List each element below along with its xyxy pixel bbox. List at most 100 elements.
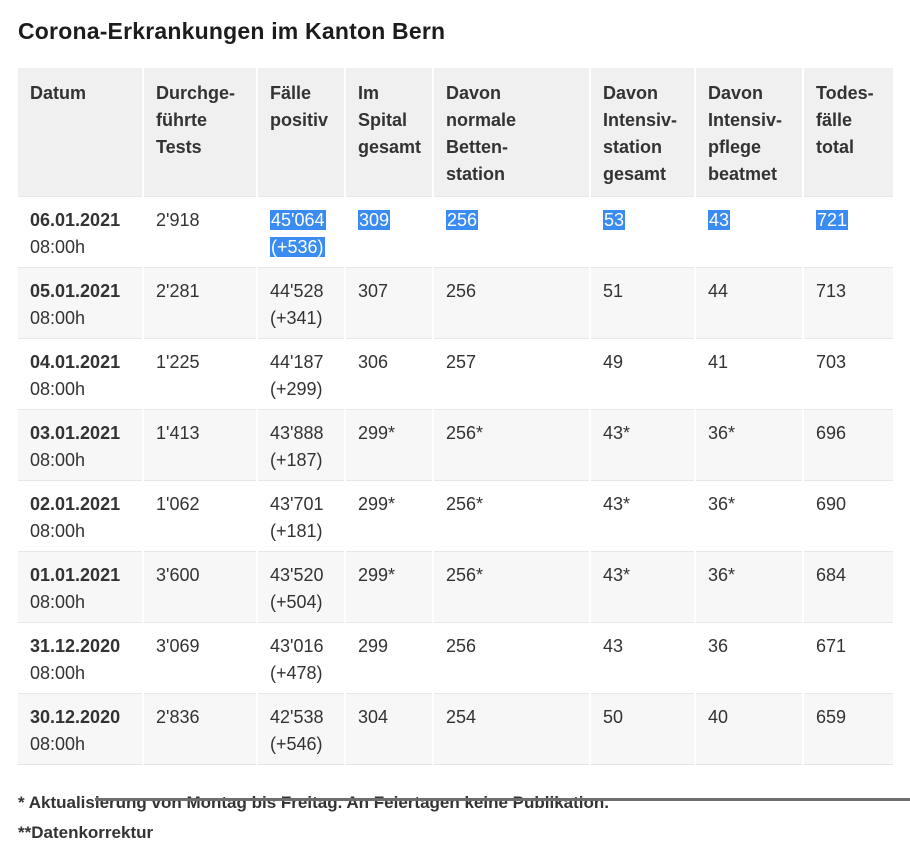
date-value: 03.01.2021 (30, 423, 121, 443)
time-value: 08:00h (30, 237, 86, 257)
icu-ventilated-value: 44 (708, 281, 729, 301)
cell-normal-ward: 256 (432, 622, 590, 694)
date-value: 06.01.2021 (30, 210, 121, 230)
table-row: 02.01.2021 08:00h 1'062 43'701 (+181) 29… (18, 480, 893, 552)
cell-icu-total: 43 (589, 622, 695, 694)
cell-icu-ventilated: 36* (694, 409, 803, 481)
table-body: 06.01.2021 08:00h 2'918 45'064 (+536) 30… (18, 196, 893, 765)
tests-value: 2'836 (156, 707, 200, 727)
positive-total-value: 44'528 (270, 281, 324, 301)
normal-ward-value: 256* (446, 494, 484, 514)
tests-value: 1'413 (156, 423, 200, 443)
cell-positive: 43'888 (+187) (256, 409, 345, 481)
cell-icu-ventilated: 44 (694, 267, 803, 339)
cell-deaths: 690 (802, 480, 893, 552)
table-row: 06.01.2021 08:00h 2'918 45'064 (+536) 30… (18, 196, 893, 268)
time-value: 08:00h (30, 450, 86, 470)
table-row: 05.01.2021 08:00h 2'281 44'528 (+341) 30… (18, 267, 893, 339)
positive-total-value: 43'701 (270, 494, 324, 514)
cell-tests: 3'600 (142, 551, 257, 623)
icu-total-value: 43* (603, 423, 631, 443)
cell-tests: 2'281 (142, 267, 257, 339)
normal-ward-value: 257 (446, 352, 477, 372)
time-value: 08:00h (30, 308, 86, 328)
page-title: Corona-Erkrankungen im Kanton Bern (18, 18, 446, 44)
cell-datum: 31.12.2020 08:00h (18, 622, 143, 694)
table-row: 01.01.2021 08:00h 3'600 43'520 (+504) 29… (18, 551, 893, 623)
icu-total-value: 51 (603, 281, 624, 301)
header-icu-ventilated: Davon Intensiv- pflege beatmet (694, 68, 803, 197)
cell-normal-ward: 256* (432, 409, 590, 481)
hospital-value: 299* (358, 494, 396, 514)
cell-icu-total: 51 (589, 267, 695, 339)
cell-hospital: 299* (344, 480, 433, 552)
normal-ward-value: 256 (446, 281, 477, 301)
cell-tests: 2'918 (142, 196, 257, 268)
hospital-value: 299* (358, 565, 396, 585)
cell-icu-ventilated: 36 (694, 622, 803, 694)
cell-icu-total: 50 (589, 693, 695, 765)
deaths-value: 690 (816, 494, 847, 514)
date-value: 05.01.2021 (30, 281, 121, 301)
cell-deaths: 696 (802, 409, 893, 481)
positive-delta-value: (+536) (270, 237, 325, 257)
normal-ward-value: 254 (446, 707, 477, 727)
normal-ward-value: 256* (446, 423, 484, 443)
cell-positive: 42'538 (+546) (256, 693, 345, 765)
bottom-divider (95, 798, 910, 801)
header-normal-ward: Davon normale Betten- station (432, 68, 590, 197)
table-header: Datum Durchge- führte Tests Fälle positi… (18, 68, 893, 197)
cell-datum: 02.01.2021 08:00h (18, 480, 143, 552)
cell-positive: 43'520 (+504) (256, 551, 345, 623)
time-value: 08:00h (30, 379, 86, 399)
cell-icu-total: 43* (589, 409, 695, 481)
date-value: 31.12.2020 (30, 636, 121, 656)
cell-icu-total: 43* (589, 551, 695, 623)
cell-datum: 05.01.2021 08:00h (18, 267, 143, 339)
hospital-value: 299* (358, 423, 396, 443)
cell-positive: 44'528 (+341) (256, 267, 345, 339)
tests-value: 2'918 (156, 210, 200, 230)
hospital-value: 299 (358, 636, 389, 656)
cell-datum: 06.01.2021 08:00h (18, 196, 143, 268)
cell-datum: 01.01.2021 08:00h (18, 551, 143, 623)
cell-hospital: 309 (344, 196, 433, 268)
cell-tests: 3'069 (142, 622, 257, 694)
cell-normal-ward: 254 (432, 693, 590, 765)
header-tests: Durchge- führte Tests (142, 68, 257, 197)
cell-positive: 43'701 (+181) (256, 480, 345, 552)
cell-deaths: 659 (802, 693, 893, 765)
cell-normal-ward: 256* (432, 480, 590, 552)
cell-normal-ward: 256 (432, 267, 590, 339)
icu-ventilated-value: 40 (708, 707, 729, 727)
time-value: 08:00h (30, 663, 86, 683)
icu-total-value: 49 (603, 352, 624, 372)
positive-delta-value: (+478) (270, 663, 323, 683)
footnotes: * Aktualisierung von Montag bis Freitag.… (18, 788, 893, 848)
positive-total-value: 43'888 (270, 423, 324, 443)
positive-delta-value: (+504) (270, 592, 323, 612)
positive-delta-value: (+546) (270, 734, 323, 754)
deaths-value: 671 (816, 636, 847, 656)
cell-hospital: 307 (344, 267, 433, 339)
icu-ventilated-value: 36 (708, 636, 729, 656)
positive-delta-value: (+187) (270, 450, 323, 470)
cell-hospital: 306 (344, 338, 433, 410)
icu-total-value: 43* (603, 494, 631, 514)
cell-tests: 1'062 (142, 480, 257, 552)
date-value: 04.01.2021 (30, 352, 121, 372)
tests-value: 3'600 (156, 565, 200, 585)
cell-deaths: 684 (802, 551, 893, 623)
cell-datum: 30.12.2020 08:00h (18, 693, 143, 765)
cell-icu-ventilated: 40 (694, 693, 803, 765)
cell-positive: 43'016 (+478) (256, 622, 345, 694)
date-value: 01.01.2021 (30, 565, 121, 585)
icu-total-value: 53 (603, 210, 626, 230)
positive-total-value: 43'016 (270, 636, 324, 656)
cell-deaths: 671 (802, 622, 893, 694)
cell-hospital: 299* (344, 551, 433, 623)
icu-ventilated-value: 36* (708, 565, 736, 585)
cell-icu-ventilated: 36* (694, 480, 803, 552)
positive-delta-value: (+341) (270, 308, 323, 328)
cell-normal-ward: 256 (432, 196, 590, 268)
